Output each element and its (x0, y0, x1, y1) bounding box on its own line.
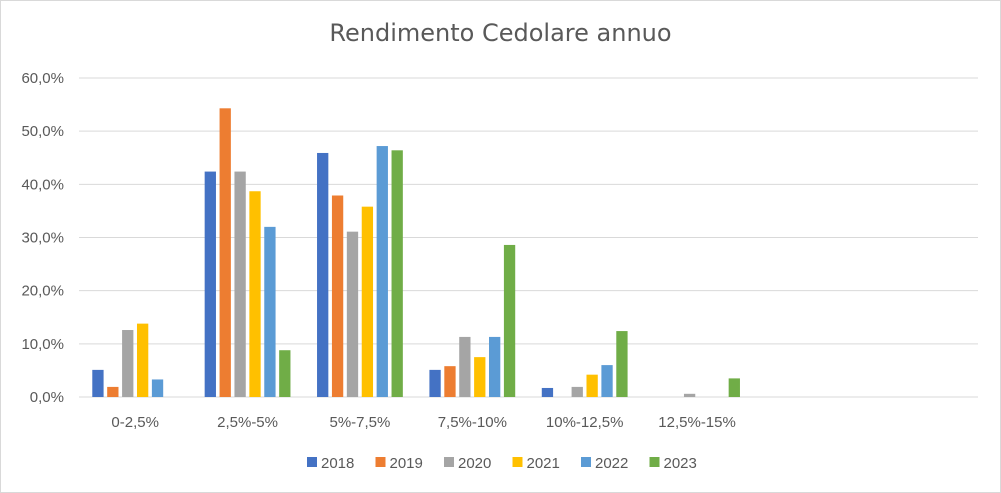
bar (122, 330, 134, 397)
y-tick-label: 60,0% (21, 70, 64, 87)
legend-label: 2023 (664, 455, 697, 472)
y-tick-label: 40,0% (21, 176, 64, 193)
bar (361, 206, 374, 397)
bar (391, 150, 403, 397)
bar (489, 336, 501, 397)
bar (234, 171, 246, 397)
y-tick-label: 0,0% (30, 389, 64, 406)
bar (331, 195, 344, 397)
legend-label: 2019 (390, 455, 423, 472)
bar (219, 108, 231, 398)
bar (249, 191, 261, 397)
x-tick-label: 2,5%-5% (217, 414, 278, 431)
y-tick-label: 20,0% (21, 283, 64, 300)
chart-title: Rendimento Cedolare annuo (329, 19, 672, 47)
x-tick-label: 0-2,5% (111, 414, 159, 431)
bars (92, 108, 740, 398)
bar (616, 331, 628, 397)
bar (683, 393, 696, 397)
bar (474, 357, 486, 397)
bar (264, 226, 276, 397)
bar (376, 146, 388, 397)
bar (601, 365, 613, 397)
bar (92, 369, 104, 397)
legend-swatch (307, 457, 317, 467)
bar (503, 244, 516, 397)
legend-label: 2018 (321, 455, 354, 472)
y-tick-label: 10,0% (21, 336, 64, 353)
bar (541, 387, 554, 397)
legend-swatch (375, 457, 386, 467)
bar (151, 379, 164, 397)
bar (317, 152, 329, 397)
legend: 2018 2019 2020 2021 2022 2023 (307, 455, 697, 472)
x-tick-label: 5%-7,5% (330, 414, 391, 431)
bar (279, 350, 291, 397)
bar (429, 369, 441, 397)
y-axis-ticks: 0,0% 10,0% 20,0% 30,0% 40,0% 50,0% 60,0% (21, 70, 64, 406)
legend-swatch (649, 457, 660, 467)
legend-swatch (444, 457, 454, 467)
bar (136, 323, 149, 397)
x-tick-label: 7,5%-10% (438, 414, 507, 431)
y-tick-label: 30,0% (21, 230, 64, 247)
bar (346, 231, 359, 397)
bar (444, 366, 456, 397)
y-tick-label: 50,0% (21, 123, 64, 140)
bar (459, 336, 471, 397)
legend-label: 2022 (595, 455, 628, 472)
x-tick-label: 10%-12,5% (546, 414, 624, 431)
legend-label: 2021 (527, 455, 560, 472)
bar (204, 171, 216, 397)
bar (728, 378, 740, 397)
legend-swatch (512, 457, 523, 467)
legend-label: 2020 (458, 455, 491, 472)
bar (571, 386, 583, 397)
bar (107, 386, 119, 397)
x-axis-ticks: 0-2,5% 2,5%-5% 5%-7,5% 7,5%-10% 10%-12,5% 12,… (111, 414, 735, 431)
bar (586, 374, 598, 397)
legend-swatch (581, 457, 591, 467)
x-tick-label: 12,5%-15% (658, 414, 736, 431)
